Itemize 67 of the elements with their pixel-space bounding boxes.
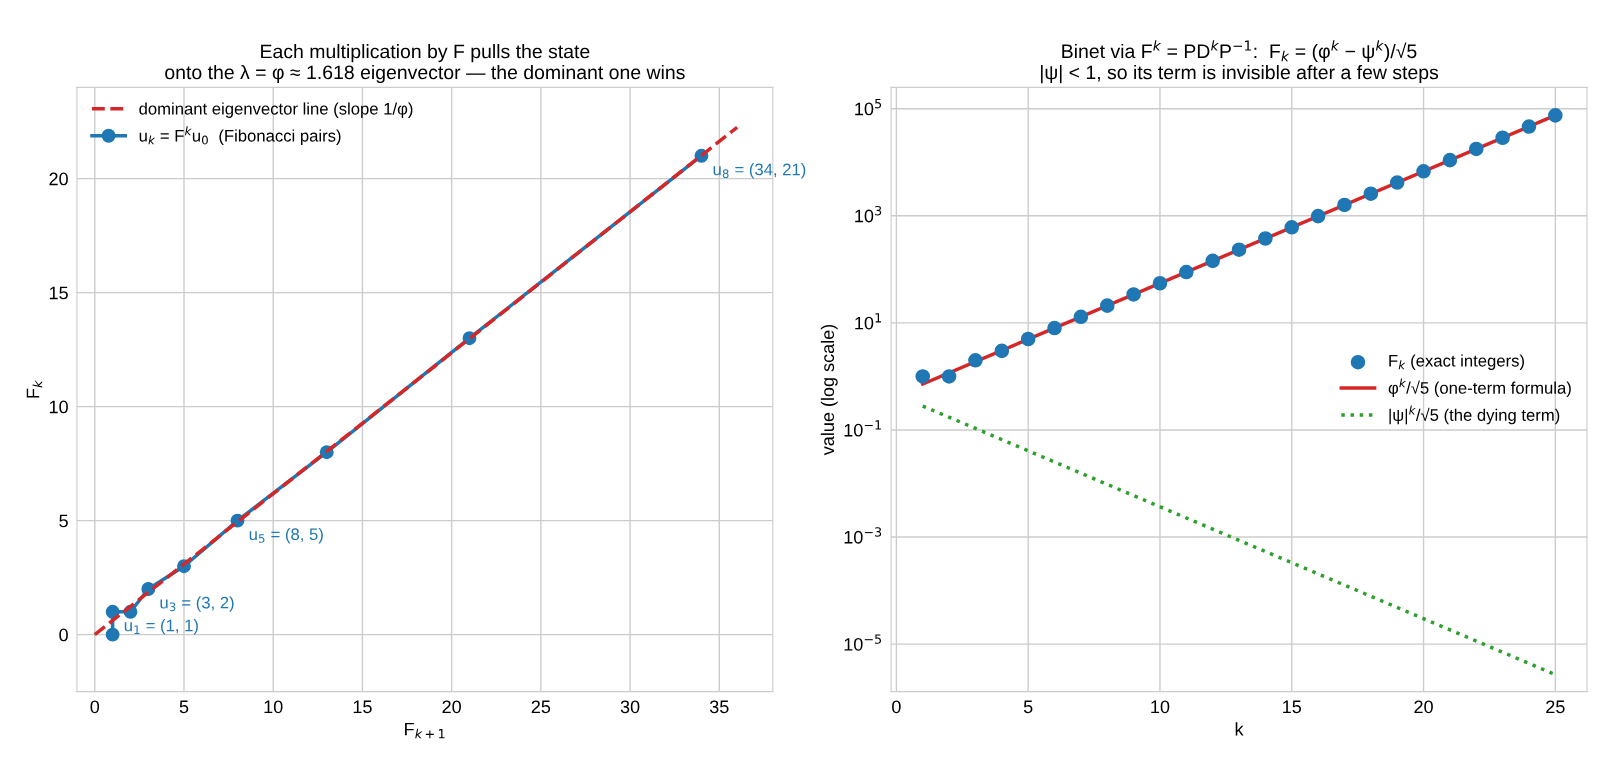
annotation: u$_{5}$ = (8, 5) bbox=[249, 527, 323, 544]
point bbox=[1179, 264, 1194, 280]
x-tick-label: 5 bbox=[1023, 700, 1033, 714]
y-axis-title: F$_{k}$ bbox=[26, 380, 43, 398]
x-tick-label: 15 bbox=[353, 700, 372, 714]
point bbox=[1126, 287, 1141, 302]
point bbox=[1548, 108, 1563, 123]
annotation: u$_{3}$ = (3, 2) bbox=[160, 596, 234, 612]
point bbox=[1099, 298, 1115, 313]
point bbox=[1205, 253, 1220, 269]
y-tick-label: 10$^{5}$ bbox=[855, 99, 882, 116]
x-tick-label: 30 bbox=[620, 700, 640, 714]
point bbox=[1521, 119, 1537, 134]
x-tick-label: 25 bbox=[1546, 700, 1565, 714]
point bbox=[105, 627, 120, 642]
y-tick-label: 10$^{−5}$ bbox=[844, 634, 882, 651]
y-tick-label: 20 bbox=[49, 172, 68, 186]
x-tick-label: 35 bbox=[709, 700, 729, 714]
legend-label: φ$^{k}$/√5 (one-term formula) bbox=[1388, 378, 1571, 398]
point bbox=[1258, 231, 1273, 246]
x-tick-label: 10 bbox=[264, 700, 283, 714]
point bbox=[915, 369, 931, 384]
y-tick-label: 0 bbox=[59, 628, 68, 642]
point bbox=[1152, 275, 1168, 291]
point bbox=[1416, 164, 1431, 179]
point bbox=[1495, 130, 1510, 146]
x-tick-label: 0 bbox=[892, 700, 901, 714]
point bbox=[1442, 152, 1458, 168]
point bbox=[968, 353, 983, 368]
y-tick-label: 15 bbox=[49, 286, 68, 300]
point bbox=[994, 343, 1010, 359]
point bbox=[105, 604, 120, 619]
point bbox=[1073, 309, 1089, 325]
y-tick-label: 10$^{−1}$ bbox=[844, 420, 881, 437]
chart-title: Each multiplication by F pulls the state onto the λ = φ ≈ 1.618 eigenvector — the dominant one wins bbox=[165, 44, 685, 84]
x-tick-label: 25 bbox=[531, 700, 551, 714]
point bbox=[1337, 197, 1352, 213]
point bbox=[1363, 186, 1379, 202]
point bbox=[1231, 242, 1247, 257]
y-tick-label: 10 bbox=[49, 400, 68, 414]
legend-label: F$_{k}$ (exact integers) bbox=[1389, 354, 1524, 370]
x-tick-label: 20 bbox=[1414, 700, 1433, 714]
x-tick-label: 20 bbox=[442, 700, 461, 714]
annotation: u$_{8}$ = (34, 21) bbox=[713, 163, 806, 179]
y-tick-label: 10$^{3}$ bbox=[855, 205, 882, 223]
x-tick-label: 15 bbox=[1283, 700, 1302, 714]
y-tick-label: 10$^{−3}$ bbox=[844, 527, 882, 544]
x-tick-label: 10 bbox=[1151, 700, 1170, 714]
legend-label: |ψ|$^{k}$/√5 (the dying term) bbox=[1389, 405, 1560, 425]
x-tick-label: 5 bbox=[179, 700, 189, 714]
point bbox=[1468, 141, 1484, 157]
x-axis-title: k bbox=[1235, 722, 1244, 736]
y-axis-title: value (log scale) bbox=[820, 324, 838, 456]
legend-label: u$_{k}$ = F$^{k}$u$_{0}$ (Fibonacci pairs) bbox=[139, 126, 341, 145]
point bbox=[1020, 331, 1036, 347]
x-axis-title: F$_{k+1}$ bbox=[405, 722, 445, 739]
chart-title: Binet via F$^{k}$ = PD$^{k}$P$^{−1}$: F$_{k}$ = (φ$^{k}$ − ψ$^{k}$)/√5 |ψ| < 1, so its term is invisible after a few steps bbox=[1041, 40, 1439, 84]
legend-label: dominant eigenvector line (slope 1/φ) bbox=[139, 102, 413, 118]
y-tick-label: 10$^{1}$ bbox=[855, 313, 882, 330]
y-tick-label: 5 bbox=[59, 514, 68, 528]
point bbox=[1389, 175, 1405, 190]
point bbox=[1284, 220, 1300, 235]
annotation: u$_{1}$ = (1, 1) bbox=[124, 619, 198, 635]
point bbox=[1310, 208, 1326, 224]
point bbox=[1047, 320, 1062, 336]
point bbox=[941, 369, 957, 384]
x-tick-label: 0 bbox=[90, 700, 100, 714]
